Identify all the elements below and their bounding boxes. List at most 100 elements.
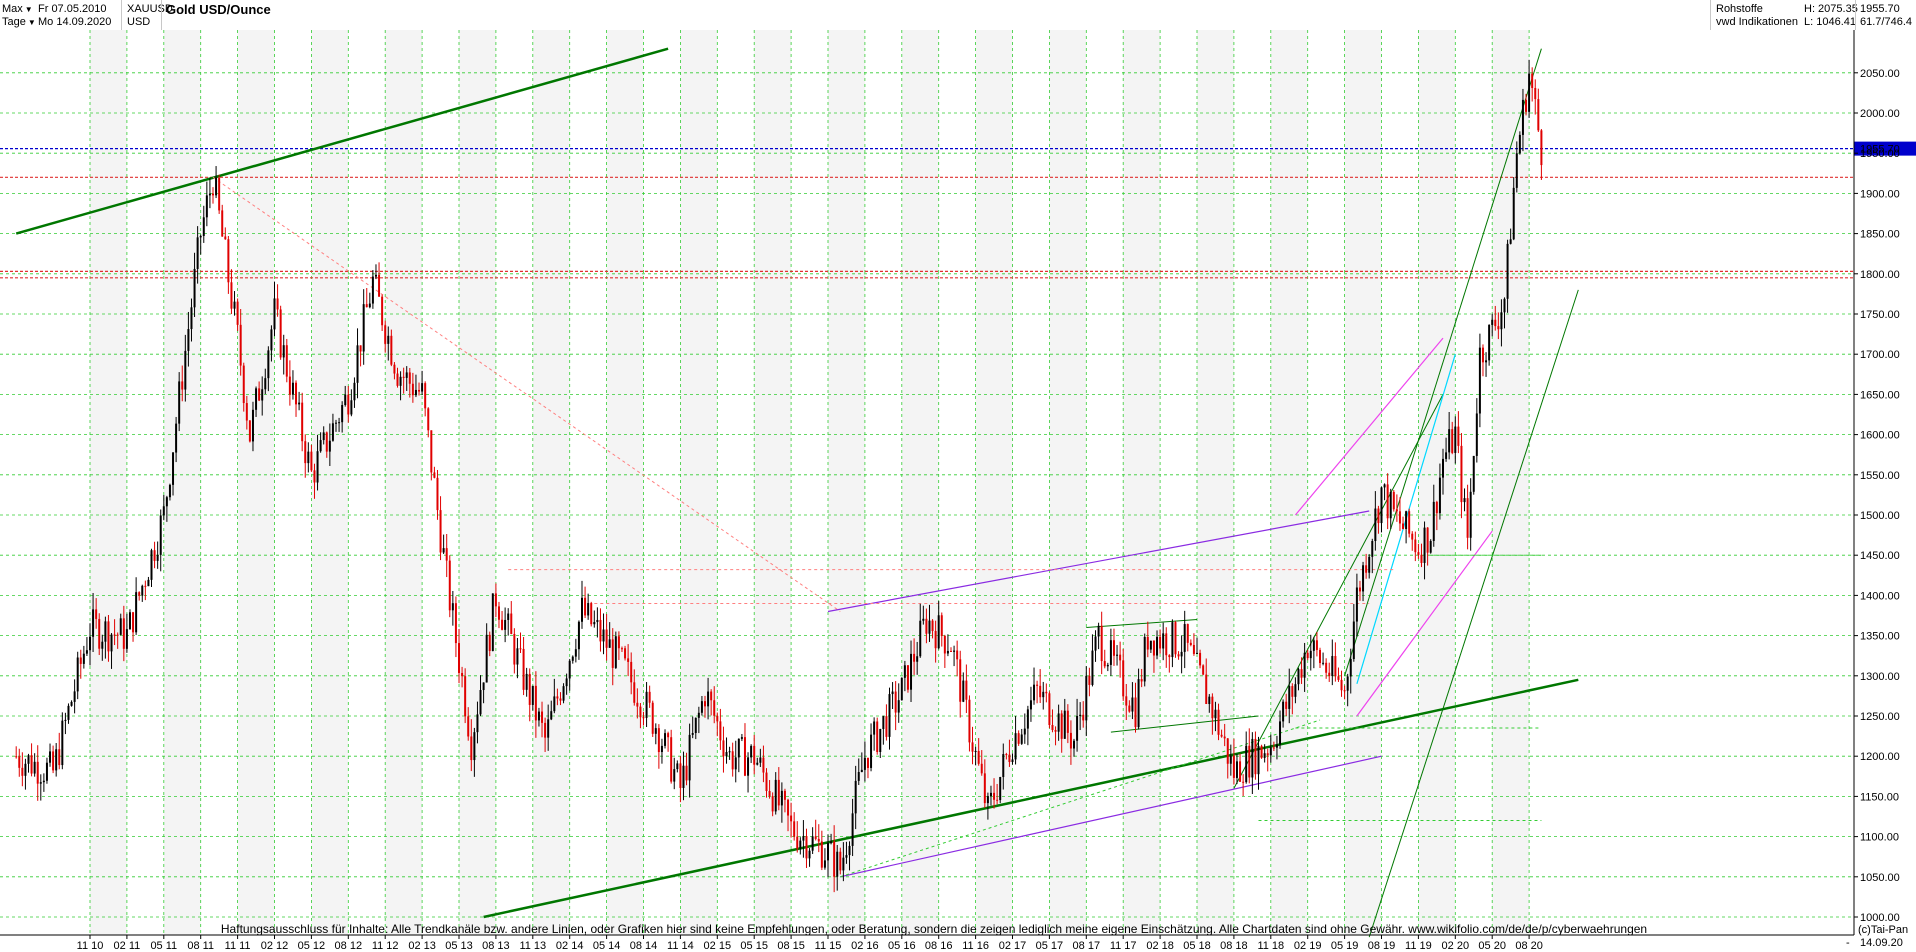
candle-body: [731, 751, 734, 770]
candle-body: [1423, 527, 1426, 563]
candle-body: [1232, 755, 1235, 778]
candle-body: [239, 324, 242, 366]
candle-body: [1402, 523, 1405, 530]
candle-body: [356, 345, 359, 383]
candle-body: [946, 650, 949, 654]
candle-body: [670, 737, 673, 782]
column-band: [901, 30, 939, 935]
candle-body: [273, 298, 276, 330]
candle-body: [396, 373, 399, 386]
column-band: [237, 30, 275, 935]
candle-body: [1282, 701, 1285, 722]
candle-body: [215, 177, 218, 196]
candle-body: [1420, 554, 1423, 563]
candle-body: [1156, 636, 1159, 656]
candle-body: [590, 603, 593, 625]
candle-body: [1515, 153, 1518, 188]
x-tick-label: 02 19: [1294, 940, 1322, 952]
candle-body: [1033, 684, 1036, 701]
candle-body: [513, 633, 516, 665]
y-tick-label: 1100.00: [1860, 832, 1899, 844]
candle-body: [390, 335, 393, 365]
y-tick-label: 1550.00: [1860, 470, 1900, 482]
candle-body: [1057, 713, 1060, 732]
candle-body: [33, 761, 36, 774]
candle-body: [307, 451, 310, 464]
range-selector[interactable]: Max ▼: [2, 3, 33, 16]
x-tick-label: 05 14: [593, 940, 621, 952]
candle-body: [1112, 640, 1115, 656]
candle-body: [245, 403, 248, 421]
candle-body: [848, 845, 851, 856]
candle-body: [1128, 705, 1131, 712]
candle-body: [836, 851, 839, 877]
candle-body: [1294, 684, 1297, 697]
copyright-label: (c)Tai-Pan: [1858, 924, 1909, 936]
column-band: [1344, 30, 1382, 935]
x-tick-label: 08 20: [1515, 940, 1543, 952]
candle-body: [943, 635, 946, 654]
x-tick-label: 11 13: [519, 940, 546, 952]
candle-body: [1491, 319, 1494, 325]
candle-body: [402, 376, 405, 378]
candle-body: [805, 836, 808, 859]
candle-body: [159, 515, 162, 555]
candle-body: [1288, 686, 1291, 709]
candle-body: [1485, 360, 1488, 363]
candle-body: [544, 722, 547, 738]
candle-body: [814, 836, 817, 839]
candle-body: [1303, 652, 1306, 678]
candle-body: [559, 698, 562, 701]
candle-body: [393, 364, 396, 374]
candle-body: [974, 750, 977, 752]
category-label: Rohstoffe: [1716, 3, 1763, 15]
candle-body: [1094, 636, 1097, 651]
candle-body: [85, 650, 88, 654]
candle-body: [716, 715, 719, 722]
to-date: Mo 14.09.2020: [38, 16, 112, 28]
candle-body: [258, 388, 261, 401]
x-tick-label: 02 12: [261, 940, 289, 952]
candle-body: [304, 441, 307, 464]
candle-body: [547, 719, 550, 738]
interval-selector[interactable]: Tage ▼: [2, 16, 36, 29]
candle-body: [922, 618, 925, 621]
candle-body: [1165, 633, 1168, 656]
candle-body: [931, 620, 934, 631]
candle-body: [461, 672, 464, 677]
candle-body: [1017, 733, 1020, 744]
header-separator: [1710, 0, 1711, 30]
candle-body: [519, 648, 522, 650]
candle-body: [1242, 781, 1245, 783]
candle-body: [577, 621, 580, 650]
candle-body: [414, 389, 417, 396]
candle-body: [808, 850, 811, 859]
y-tick-label: 1050.00: [1860, 872, 1900, 884]
candle-body: [790, 815, 793, 822]
candle-body: [378, 274, 381, 297]
candle-body: [1279, 721, 1282, 745]
axis-dash: -: [1846, 937, 1850, 949]
candle-body: [1466, 498, 1469, 538]
candle-body: [783, 790, 786, 800]
candle-body: [565, 678, 568, 687]
candle-body: [873, 721, 876, 735]
column-band: [1049, 30, 1087, 935]
candle-body: [956, 650, 959, 660]
candle-body: [796, 836, 799, 849]
candle-body: [1445, 452, 1448, 459]
candle-body: [845, 855, 848, 858]
candle-body: [144, 585, 147, 587]
candle-body: [550, 711, 553, 720]
y-tick-label: 1950.00: [1860, 148, 1900, 160]
candle-body: [1469, 491, 1472, 538]
candle-body: [42, 780, 45, 783]
candle-body: [1106, 664, 1109, 667]
candle-body: [175, 423, 178, 453]
candle-body: [310, 451, 313, 471]
candle-body: [49, 751, 52, 763]
candle-body: [986, 796, 989, 804]
candle-body: [1371, 541, 1374, 557]
candle-body: [18, 756, 21, 768]
candle-body: [1448, 429, 1451, 453]
